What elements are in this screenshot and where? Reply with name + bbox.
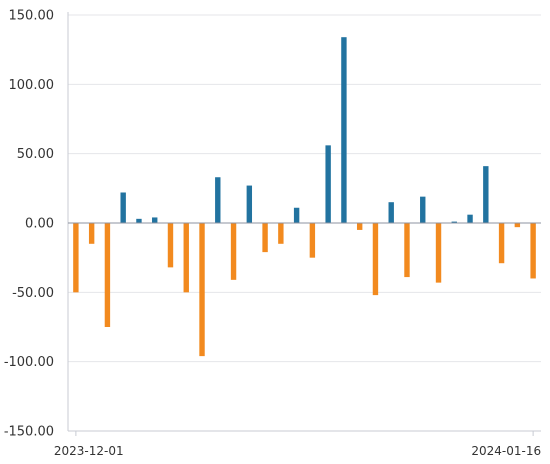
bar bbox=[483, 166, 489, 223]
bar bbox=[199, 223, 205, 357]
bar bbox=[309, 223, 316, 258]
y-tick-label: -150.00 bbox=[4, 425, 54, 440]
bar bbox=[73, 223, 79, 293]
bar bbox=[435, 223, 442, 283]
bar bbox=[293, 207, 300, 223]
bar bbox=[388, 202, 394, 223]
bar bbox=[104, 223, 111, 327]
bar bbox=[341, 37, 347, 223]
x-tick-label: 2023-12-01 bbox=[54, 444, 124, 458]
bar bbox=[246, 185, 253, 223]
bar bbox=[152, 217, 158, 223]
bar bbox=[167, 223, 174, 268]
axes bbox=[67, 12, 541, 436]
bar bbox=[356, 223, 363, 230]
bar bbox=[404, 223, 410, 278]
bar bbox=[530, 223, 536, 279]
bar bbox=[120, 192, 126, 223]
y-tick-label: 50.00 bbox=[17, 147, 54, 162]
y-tick-label: 100.00 bbox=[9, 78, 55, 93]
y-tick-label: 0.00 bbox=[25, 217, 54, 232]
y-tick-label: -50.00 bbox=[12, 286, 54, 301]
tick-labels: 150.00 100.00 50.00 0.00 -50.00 -100.00 -150.0… bbox=[4, 9, 541, 459]
bar bbox=[420, 196, 426, 223]
y-tick-label: -100.00 bbox=[4, 355, 54, 370]
bar bbox=[467, 214, 473, 223]
bar bbox=[136, 218, 142, 223]
bars bbox=[73, 37, 536, 357]
bar bbox=[514, 223, 521, 228]
bar bbox=[215, 177, 221, 223]
bar bbox=[451, 221, 457, 223]
bar bbox=[88, 223, 95, 244]
x-tick-label: 2024-01-16 bbox=[471, 444, 541, 458]
bar bbox=[183, 223, 189, 293]
bar bbox=[278, 223, 284, 244]
bar bbox=[325, 145, 331, 223]
bar bbox=[498, 223, 505, 264]
y-tick-label: 150.00 bbox=[9, 9, 55, 24]
bar bbox=[372, 223, 379, 296]
bar bbox=[262, 223, 268, 253]
bar bbox=[230, 223, 237, 280]
